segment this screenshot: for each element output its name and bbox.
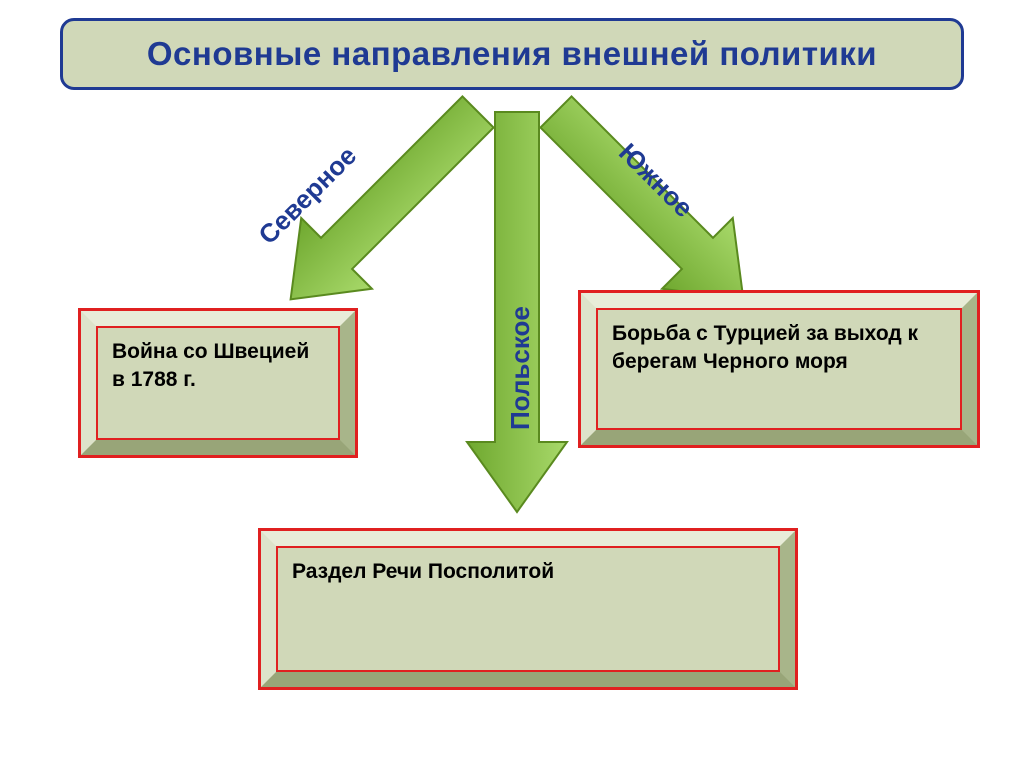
box-right: Борьба с Турцией за выход к берегам Черн… [578,290,980,448]
box-bottom: Раздел Речи Посполитой [258,528,798,690]
box-left: Война со Швецией в 1788 г. [78,308,358,458]
box-right-text: Борьба с Турцией за выход к берегам Черн… [612,320,946,377]
box-left-text: Война со Швецией в 1788 г. [112,338,324,395]
box-bottom-text: Раздел Речи Посполитой [292,558,554,586]
